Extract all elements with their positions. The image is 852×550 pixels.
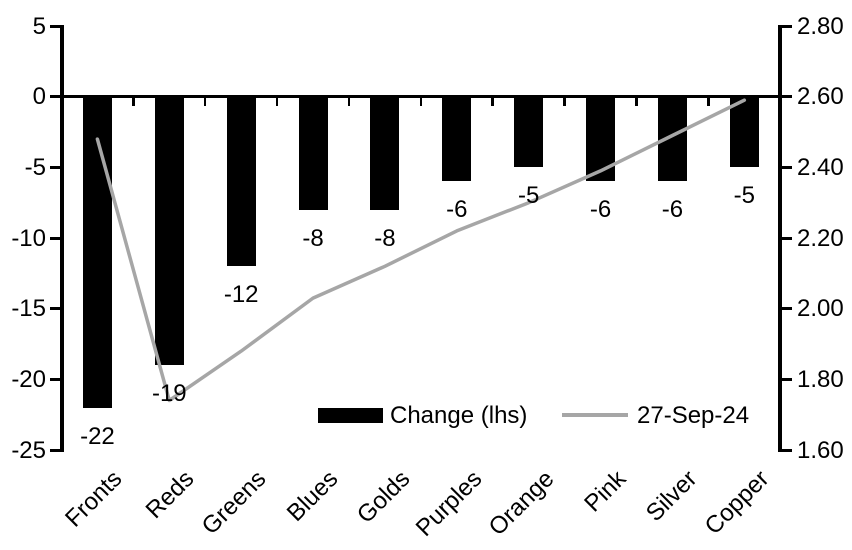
right-axis-tick-label: 1.60 (797, 436, 844, 464)
bar (82, 96, 112, 408)
bar (586, 96, 616, 182)
left-axis-tick (49, 95, 62, 99)
legend-bar-swatch (318, 408, 383, 423)
left-axis-tick (49, 236, 62, 240)
x-axis-tick (132, 97, 135, 106)
right-axis-tick (780, 377, 793, 381)
bar-value-label: -8 (302, 224, 324, 252)
x-axis-tick (635, 97, 638, 106)
right-axis-tick (780, 307, 793, 311)
left-axis-tick-label: 5 (32, 12, 46, 40)
right-axis-tick-label: 2.00 (797, 295, 844, 323)
bar (370, 96, 400, 210)
bar (154, 96, 184, 366)
bar-value-label: -6 (661, 196, 684, 224)
right-axis-tick (780, 448, 793, 452)
right-axis-tick-label: 2.40 (797, 153, 844, 181)
bar (657, 96, 687, 182)
bar (298, 96, 328, 210)
zero-line (61, 95, 781, 98)
bar-value-label: -12 (223, 281, 259, 309)
right-axis-tick (780, 165, 793, 169)
bar-value-label: -19 (151, 380, 187, 408)
bar (514, 96, 544, 168)
left-axis-tick-label: -25 (11, 436, 46, 464)
left-axis-tick (49, 377, 62, 381)
right-axis-tick (780, 95, 793, 99)
x-axis-tick (563, 97, 566, 106)
left-axis-tick-label: -15 (11, 295, 46, 323)
left-axis-tick (49, 307, 62, 311)
x-axis-tick (347, 97, 351, 106)
right-axis-tick-label: 2.20 (797, 224, 844, 252)
legend-label-change: Change (lhs) (390, 402, 528, 429)
bar (226, 96, 256, 267)
x-axis-tick (203, 97, 207, 106)
left-axis-line (59, 24, 64, 452)
left-axis-tick-label: -5 (24, 153, 46, 181)
right-axis-tick-label: 1.80 (797, 365, 844, 393)
left-axis-tick (49, 448, 62, 452)
left-axis-tick (49, 24, 62, 28)
right-axis-tick-label: 2.80 (797, 12, 844, 40)
bar (442, 96, 472, 182)
legend-label-date: 27-Sep-24 (637, 402, 750, 429)
x-axis-tick (419, 97, 423, 106)
right-axis-tick (780, 24, 793, 28)
right-axis-tick-label: 2.60 (797, 83, 844, 111)
bar (729, 96, 759, 168)
left-axis-tick (49, 165, 62, 169)
x-axis-tick (707, 97, 710, 106)
bar-value-label: -5 (517, 182, 540, 210)
x-axis-tick (491, 97, 494, 106)
bar-value-label: -6 (589, 196, 612, 224)
left-axis-tick-label: -10 (11, 224, 46, 252)
legend-line-swatch (562, 413, 628, 417)
left-axis-tick-label: -20 (11, 365, 46, 393)
left-axis-tick-label: 0 (32, 83, 46, 111)
bar-value-label: -6 (446, 196, 468, 224)
bar-value-label: -5 (733, 182, 755, 210)
bar-value-label: -8 (374, 224, 396, 252)
x-axis-tick (275, 97, 279, 106)
right-axis-tick (780, 236, 793, 240)
bar-value-label: -22 (80, 422, 115, 450)
